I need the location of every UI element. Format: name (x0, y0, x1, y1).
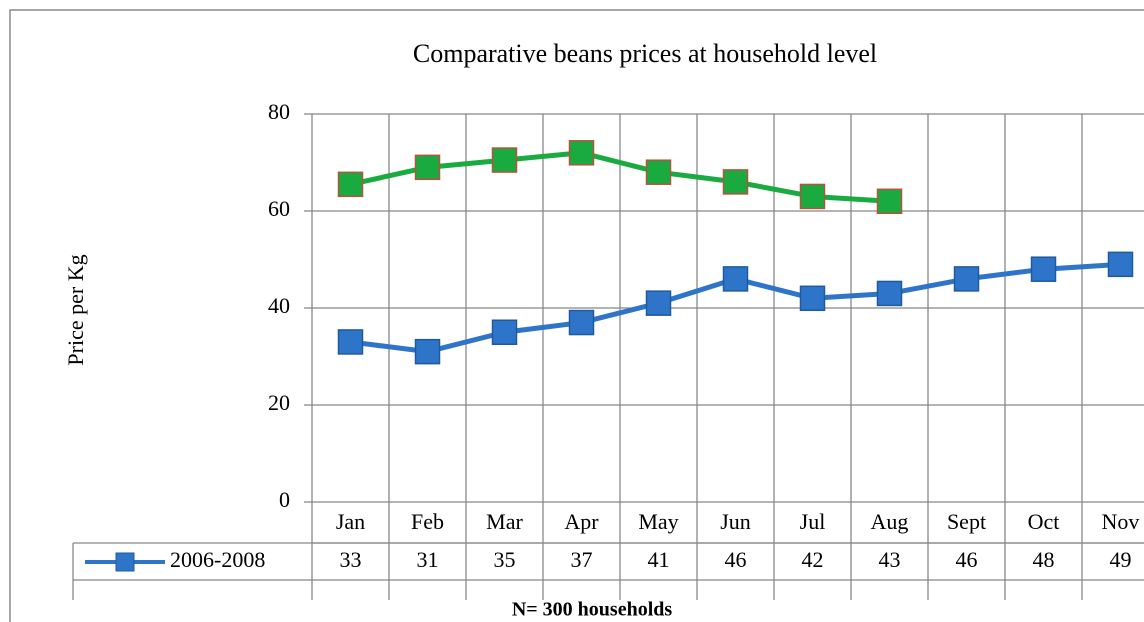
table-value: 37 (571, 547, 593, 572)
marker (722, 266, 749, 292)
marker (722, 169, 749, 195)
legend-label: 2006-2008 (170, 547, 265, 572)
table-value: 46 (725, 547, 747, 572)
y-tick-label: 0 (279, 487, 290, 512)
chart-title: Comparative beans prices at household le… (413, 39, 877, 68)
chart-border (9, 9, 1144, 622)
table-value: 42 (802, 547, 824, 572)
x-tick-label: Jun (720, 509, 751, 534)
series-line (349, 150, 890, 204)
marker (953, 266, 980, 292)
marker (568, 140, 595, 166)
x-tick-label: May (638, 509, 678, 534)
marker (414, 338, 441, 365)
marker (568, 309, 595, 336)
table-value: 43 (879, 547, 901, 572)
x-tick-label: Aug (871, 509, 909, 534)
marker (491, 147, 518, 173)
x-tick-label: Jan (336, 509, 365, 534)
x-tick-label: Apr (564, 509, 599, 534)
table-value: 41 (648, 547, 670, 572)
marker (1030, 256, 1057, 282)
marker (414, 154, 441, 181)
table-value: 48 (1033, 547, 1055, 572)
marker (337, 329, 364, 355)
marker (876, 280, 903, 307)
marker (645, 159, 672, 185)
marker (1107, 251, 1134, 278)
x-tick-label: Oct (1028, 509, 1060, 534)
x-tick-label: Mar (486, 509, 523, 534)
y-tick-label: 80 (268, 99, 290, 124)
x-tick-label: Sept (947, 509, 986, 534)
marker (491, 319, 518, 345)
footnote: N= 300 households (512, 599, 673, 621)
y-tick-label: 60 (268, 196, 290, 221)
table-value: 35 (494, 547, 516, 572)
marker (799, 285, 826, 312)
marker (876, 188, 903, 215)
x-tick-label: Jul (800, 509, 826, 534)
y-tick-label: 40 (268, 293, 290, 318)
x-tick-label: Feb (411, 509, 444, 534)
y-tick-label: 20 (268, 390, 290, 415)
y-axis-label: Price per Kg (63, 254, 88, 365)
marker (645, 290, 672, 316)
marker (799, 183, 826, 210)
x-tick-label: Nov (1102, 509, 1140, 534)
table-value: 33 (340, 547, 362, 572)
table-value: 46 (956, 547, 978, 572)
marker (337, 171, 364, 198)
legend-marker (115, 552, 135, 572)
table-value: 49 (1110, 547, 1132, 572)
table-value: 31 (417, 547, 439, 572)
